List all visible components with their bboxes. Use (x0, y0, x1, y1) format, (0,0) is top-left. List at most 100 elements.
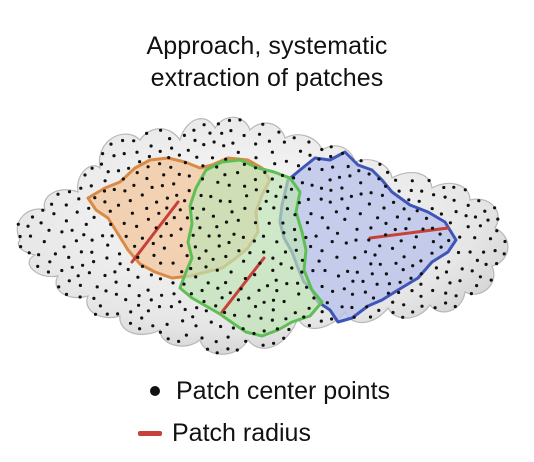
surface-point (30, 215, 35, 219)
surface-point (273, 162, 277, 166)
surface-point (89, 184, 93, 188)
surface-point (320, 310, 324, 314)
surface-point (329, 145, 333, 149)
surface-point (242, 259, 246, 263)
surface-point (267, 221, 271, 225)
surface-point (183, 199, 187, 203)
surface-point (209, 320, 213, 324)
surface-point (312, 296, 316, 300)
surface-point (99, 162, 104, 166)
surface-point (284, 317, 288, 321)
surface-point (431, 288, 435, 293)
surface-point (64, 203, 68, 207)
surface-point (236, 150, 240, 154)
surface-point (407, 198, 411, 202)
surface-point (215, 351, 219, 355)
surface-point (293, 311, 297, 315)
surface-point (27, 251, 31, 255)
surface-point (320, 147, 324, 152)
surface-point (252, 239, 256, 243)
surface-point (202, 207, 206, 211)
surface-point (380, 193, 384, 197)
surface-point (410, 289, 414, 293)
surface-point (172, 292, 176, 296)
surface-point (267, 139, 271, 143)
surface-point (307, 323, 311, 328)
surface-point (146, 165, 150, 169)
surface-point (253, 178, 257, 182)
surface-point (228, 199, 232, 204)
surface-point (227, 183, 231, 187)
surface-point (271, 256, 275, 260)
surface-point (370, 272, 374, 276)
surface-point (245, 194, 249, 198)
surface-point (19, 245, 23, 249)
surface-point (132, 139, 136, 143)
surface-point (363, 250, 368, 254)
surface-point (184, 333, 188, 337)
surface-point (482, 250, 486, 254)
surface-point (314, 234, 318, 238)
surface-point (93, 196, 97, 200)
surface-point (401, 315, 405, 319)
surface-point (430, 251, 434, 255)
surface-point (458, 235, 462, 239)
surface-point (224, 281, 228, 285)
surface-point (294, 248, 298, 252)
surface-point (106, 243, 110, 247)
surface-point (495, 262, 499, 266)
surface-point (444, 291, 448, 295)
surface-point (351, 279, 355, 283)
surface-point (205, 347, 210, 351)
surface-point (149, 273, 153, 277)
surface-point (140, 193, 144, 197)
surface-point (48, 260, 52, 264)
surface-point (103, 200, 107, 204)
surface-point (175, 193, 179, 197)
surface-point (377, 177, 381, 181)
surface-point (187, 189, 191, 193)
surface-point (431, 240, 435, 244)
surface-point (296, 164, 301, 168)
surface-point (190, 206, 195, 210)
surface-point (235, 348, 239, 352)
surface-point (415, 209, 419, 213)
surface-point (343, 217, 347, 221)
surface-point (198, 226, 202, 230)
surface-point (309, 212, 313, 216)
surface-point (292, 176, 296, 180)
surface-point (171, 281, 175, 285)
surface-point (466, 203, 470, 207)
surface-point (392, 200, 396, 204)
surface-point (453, 304, 457, 309)
surface-point (419, 259, 423, 263)
surface-point (272, 341, 276, 345)
surface-point (195, 216, 199, 220)
surface-point (427, 178, 431, 183)
surface-point (265, 284, 270, 288)
surface-point (447, 238, 451, 243)
surface-point (290, 266, 294, 270)
surface-point (371, 296, 376, 300)
surface-point (46, 270, 51, 274)
surface-point (284, 195, 288, 199)
surface-point (90, 238, 94, 242)
surface-point (165, 322, 169, 326)
surface-point (149, 144, 153, 148)
surface-point (439, 245, 443, 249)
surface-point (145, 131, 149, 135)
surface-point (16, 222, 20, 226)
surface-point (496, 217, 500, 221)
surface-point (342, 287, 346, 291)
surface-point (257, 288, 261, 292)
surface-point (202, 143, 206, 147)
surface-point (104, 289, 108, 293)
surface-point (272, 206, 276, 210)
surface-point (384, 221, 388, 225)
surface-point (393, 227, 397, 232)
surface-point (344, 241, 348, 245)
surface-point (330, 240, 334, 244)
surface-point (151, 324, 155, 328)
surface-point (116, 203, 121, 207)
surface-point (454, 210, 458, 214)
